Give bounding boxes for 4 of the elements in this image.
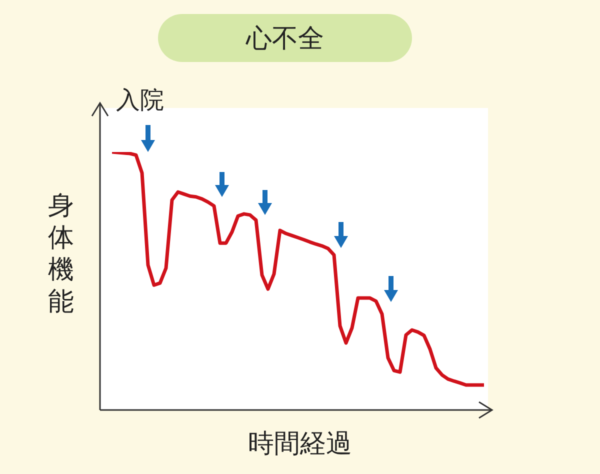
y-axis-title: 身体機能 [47, 190, 75, 318]
x-axis-title: 時間経過 [247, 428, 353, 461]
chart-title: 心不全 [158, 14, 412, 62]
text: 入院 [116, 85, 164, 116]
